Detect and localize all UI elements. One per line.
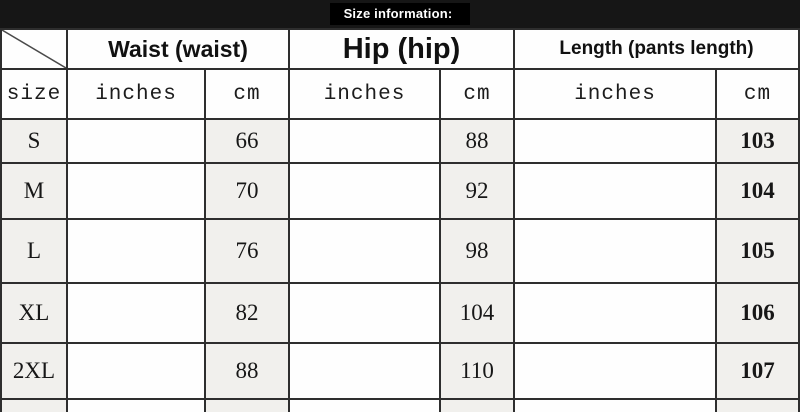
group-header-waist: Waist (waist) [68, 30, 288, 68]
waist-cm-value: 70 [206, 164, 288, 218]
waist-inches-cell [68, 284, 204, 342]
waist-inches-cell [68, 344, 204, 398]
col-header-length-inches: inches [515, 70, 715, 118]
length-cm-value: 106 [717, 284, 798, 342]
hip-inches-cell [290, 284, 439, 342]
length-inches-cell [515, 344, 715, 398]
waist-inches-cell [68, 220, 204, 282]
size-table: Waist (waist) Hip (hip) Length (pants le… [0, 28, 800, 412]
size-label: 2XL [2, 344, 66, 398]
hip-cm-value: 92 [441, 164, 513, 218]
col-header-length-cm: cm [717, 70, 798, 118]
clipped-row-cell [206, 400, 288, 412]
hip-cm-value: 88 [441, 120, 513, 162]
size-label: L [2, 220, 66, 282]
diagonal-divider-icon [2, 30, 66, 68]
waist-cm-value: 76 [206, 220, 288, 282]
col-header-waist-inches: inches [68, 70, 204, 118]
size-label: M [2, 164, 66, 218]
clipped-row-cell [515, 400, 715, 412]
hip-cm-value: 110 [441, 344, 513, 398]
hip-inches-cell [290, 164, 439, 218]
hip-inches-cell [290, 120, 439, 162]
col-header-waist-cm: cm [206, 70, 288, 118]
group-header-length: Length (pants length) [515, 30, 798, 68]
group-header-hip: Hip (hip) [290, 30, 513, 68]
col-header-hip-cm: cm [441, 70, 513, 118]
hip-inches-cell [290, 344, 439, 398]
clipped-row-cell [68, 400, 204, 412]
length-cm-value: 107 [717, 344, 798, 398]
clipped-row-cell [2, 400, 66, 412]
hip-inches-cell [290, 220, 439, 282]
length-cm-value: 105 [717, 220, 798, 282]
hip-cm-value: 104 [441, 284, 513, 342]
col-header-hip-inches: inches [290, 70, 439, 118]
banner-title: Size information: [329, 3, 471, 25]
waist-cm-value: 82 [206, 284, 288, 342]
length-inches-cell [515, 120, 715, 162]
length-inches-cell [515, 220, 715, 282]
waist-cm-value: 66 [206, 120, 288, 162]
size-info-banner: Size information: [0, 0, 800, 28]
length-inches-cell [515, 164, 715, 218]
waist-inches-cell [68, 120, 204, 162]
clipped-row-cell [441, 400, 513, 412]
length-inches-cell [515, 284, 715, 342]
size-label: XL [2, 284, 66, 342]
length-cm-value: 103 [717, 120, 798, 162]
hip-cm-value: 98 [441, 220, 513, 282]
clipped-row-cell [290, 400, 439, 412]
size-label: S [2, 120, 66, 162]
length-cm-value: 104 [717, 164, 798, 218]
corner-cell [2, 30, 66, 68]
waist-inches-cell [68, 164, 204, 218]
waist-cm-value: 88 [206, 344, 288, 398]
col-header-size: size [2, 70, 66, 118]
clipped-row-cell [717, 400, 798, 412]
